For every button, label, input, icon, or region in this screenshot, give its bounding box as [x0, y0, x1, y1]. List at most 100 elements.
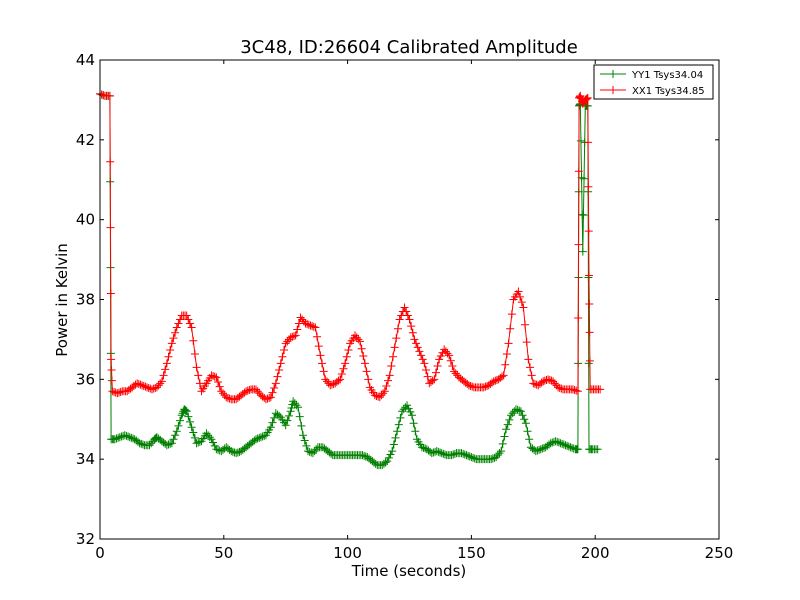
data-point-marker	[195, 437, 204, 446]
data-point-marker	[181, 405, 190, 414]
data-point-marker	[553, 437, 562, 446]
data-point-marker	[579, 211, 588, 220]
data-point-marker	[108, 387, 117, 396]
x-tick-label: 100	[333, 544, 362, 562]
data-point-marker	[326, 381, 335, 390]
series-yy1	[96, 89, 602, 470]
data-point-marker	[407, 322, 416, 331]
data-point-marker	[245, 385, 254, 394]
data-point-marker	[417, 443, 426, 452]
data-point-marker	[545, 375, 554, 384]
data-point-marker	[133, 379, 142, 388]
data-point-marker	[388, 447, 397, 456]
chart-title: 3C48, ID:26604 Calibrated Amplitude	[240, 37, 578, 58]
data-point-marker	[296, 313, 305, 322]
data-point-marker	[275, 411, 284, 420]
data-point-marker	[497, 447, 506, 456]
data-point-marker	[217, 387, 226, 396]
data-point-marker	[129, 434, 138, 443]
data-point-marker	[319, 367, 328, 376]
data-point-marker	[253, 387, 262, 396]
data-point-marker	[313, 332, 322, 341]
plot-area	[96, 89, 605, 470]
data-point-marker	[152, 383, 161, 392]
data-point-marker	[384, 453, 393, 462]
data-point-marker	[403, 311, 412, 320]
data-point-marker	[171, 431, 180, 440]
data-point-marker	[260, 431, 269, 440]
data-point-marker	[386, 450, 395, 459]
data-point-marker	[430, 375, 439, 384]
data-point-marker	[113, 389, 122, 398]
data-point-marker	[209, 438, 218, 447]
data-point-marker	[358, 451, 367, 460]
data-point-marker	[418, 355, 427, 364]
data-point-marker	[520, 415, 529, 424]
data-point-marker	[574, 313, 583, 322]
data-point-marker	[465, 452, 474, 461]
data-point-marker	[321, 375, 330, 384]
data-point-marker	[112, 434, 121, 443]
data-point-marker	[174, 319, 183, 328]
data-point-marker	[420, 359, 429, 368]
data-point-marker	[187, 323, 196, 332]
data-point-marker	[435, 355, 444, 364]
data-point-marker	[299, 431, 308, 440]
data-point-marker	[122, 431, 131, 440]
data-point-marker	[290, 399, 299, 408]
data-point-marker	[488, 454, 497, 463]
y-tick-label: 38	[76, 291, 95, 309]
data-point-marker	[106, 289, 115, 298]
data-point-marker	[563, 441, 572, 450]
data-point-marker	[460, 450, 469, 459]
data-point-marker	[322, 377, 331, 386]
data-point-marker	[568, 443, 577, 452]
data-point-marker	[337, 370, 346, 379]
data-point-marker	[222, 393, 231, 402]
data-point-marker	[270, 413, 279, 422]
data-point-marker	[162, 359, 171, 368]
data-point-marker	[422, 366, 431, 375]
data-point-marker	[505, 415, 514, 424]
data-point-marker	[525, 435, 534, 444]
data-point-marker	[169, 435, 178, 444]
data-point-marker	[251, 385, 260, 394]
data-point-marker	[212, 445, 221, 454]
data-point-marker	[585, 356, 594, 365]
data-point-marker	[431, 368, 440, 377]
data-point-marker	[487, 455, 496, 464]
data-point-marker	[275, 366, 284, 375]
data-point-marker	[308, 322, 317, 331]
data-point-marker	[172, 323, 181, 332]
data-point-marker	[516, 407, 525, 416]
legend-box	[593, 64, 714, 100]
data-point-marker	[215, 446, 224, 455]
data-point-marker	[110, 435, 119, 444]
data-point-marker	[481, 382, 490, 391]
data-point-marker	[511, 405, 520, 414]
data-point-marker	[364, 375, 373, 384]
data-point-marker	[576, 136, 585, 145]
legend: YY1 Tsys34.04 XX1 Tsys34.85	[593, 64, 714, 100]
data-point-marker	[525, 363, 534, 372]
data-point-marker	[212, 373, 221, 382]
data-point-marker	[521, 419, 530, 428]
data-point-marker	[171, 328, 180, 337]
data-point-marker	[114, 433, 123, 442]
data-point-marker	[440, 345, 449, 354]
data-point-marker	[381, 458, 390, 467]
data-point-marker	[412, 339, 421, 348]
data-point-marker	[441, 347, 450, 356]
data-point-marker	[207, 371, 216, 380]
data-point-marker	[383, 457, 392, 466]
data-point-marker	[194, 371, 203, 380]
data-point-marker	[492, 375, 501, 384]
data-point-marker	[555, 383, 564, 392]
data-point-marker	[536, 445, 545, 454]
data-point-marker	[114, 388, 123, 397]
y-tick-label: 40	[76, 211, 95, 229]
data-point-marker	[467, 453, 476, 462]
data-point-marker	[524, 355, 533, 364]
data-point-marker	[261, 395, 270, 404]
data-point-marker	[136, 380, 145, 389]
